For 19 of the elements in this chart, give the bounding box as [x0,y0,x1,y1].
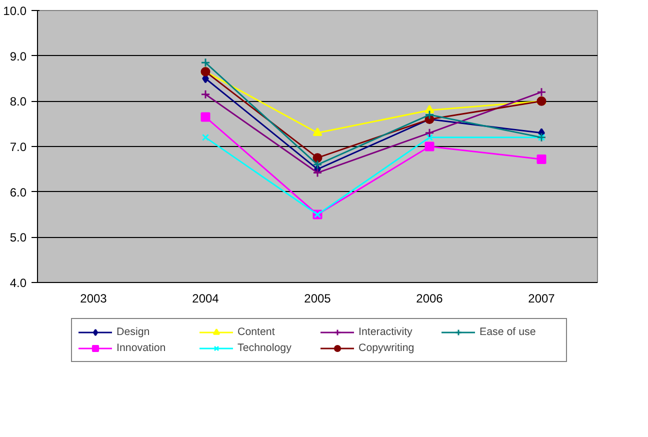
legend-label: Design [116,325,151,339]
x-tick-label: 2003 [80,292,108,306]
x-tick-label: 2004 [192,292,220,306]
x-tick-label: 2007 [528,292,556,306]
y-tick-label: 6.0 [10,185,27,200]
x-tick-label: 2006 [416,292,444,306]
y-tick-label: 8.0 [10,94,27,109]
y-tick-label: 7.0 [10,140,27,154]
y-tick-label: 4.0 [10,276,27,290]
legend-label: Interactivity [358,325,414,339]
legend-label: Innovation [116,341,167,355]
legend-label: Technology [238,341,292,355]
x-tick-label: 2005 [304,292,332,306]
y-tick-label: 9.0 [10,49,27,64]
y-tick-label: 5.0 [10,230,27,245]
y-tick-label: 10.0 [3,4,27,18]
legend-label: Copywriting [358,341,416,355]
legend-label: Content [238,325,276,339]
legend-label: Ease of use [480,325,537,339]
